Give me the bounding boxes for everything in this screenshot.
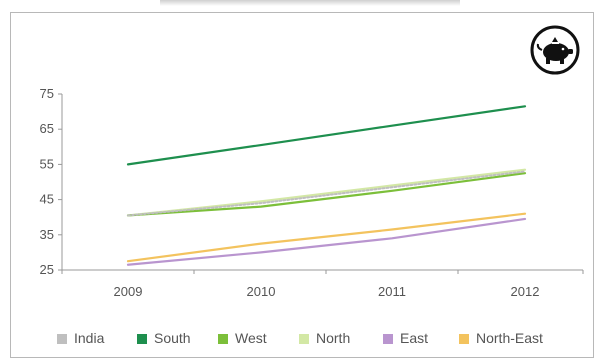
y-tick-label: 65 xyxy=(40,121,54,136)
legend-swatch-east xyxy=(383,334,393,344)
y-tick-label: 35 xyxy=(40,227,54,242)
series-line-east xyxy=(126,217,527,266)
y-tick-labels: 25 35 45 55 65 75 xyxy=(40,86,54,277)
legend-swatch-north xyxy=(299,334,309,344)
legend: India South West North East North-East xyxy=(57,330,543,346)
y-tick-label: 75 xyxy=(40,86,54,101)
y-tick-label: 25 xyxy=(40,262,54,277)
piggy-bank-icon xyxy=(530,25,580,75)
legend-label-india: India xyxy=(74,330,105,346)
axes xyxy=(58,93,584,274)
y-tick-label: 45 xyxy=(40,192,54,207)
series-line-west xyxy=(126,172,527,217)
legend-swatch-north-east xyxy=(459,334,469,344)
legend-label-north-east: North-East xyxy=(476,330,543,346)
x-tick-label: 2010 xyxy=(247,284,276,299)
chart-frame xyxy=(10,12,594,358)
legend-label-north: North xyxy=(316,330,350,346)
y-tick-label: 55 xyxy=(40,156,54,171)
x-tick-labels: 2009 2010 2011 2012 xyxy=(114,284,540,299)
series-line-india xyxy=(127,170,526,217)
x-tick-label: 2012 xyxy=(511,284,540,299)
series-lines xyxy=(126,105,527,266)
x-tick-label: 2009 xyxy=(114,284,143,299)
series-line-south xyxy=(126,105,527,166)
top-strip xyxy=(160,0,460,6)
legend-label-south: South xyxy=(154,330,191,346)
legend-swatch-south xyxy=(137,334,147,344)
legend-swatch-india xyxy=(57,334,67,344)
series-line-north-east xyxy=(126,212,527,263)
legend-label-west: West xyxy=(235,330,267,346)
series-line-north xyxy=(126,168,527,217)
x-tick-label: 2011 xyxy=(378,284,406,299)
legend-swatch-west xyxy=(218,334,228,344)
legend-label-east: East xyxy=(400,330,428,346)
